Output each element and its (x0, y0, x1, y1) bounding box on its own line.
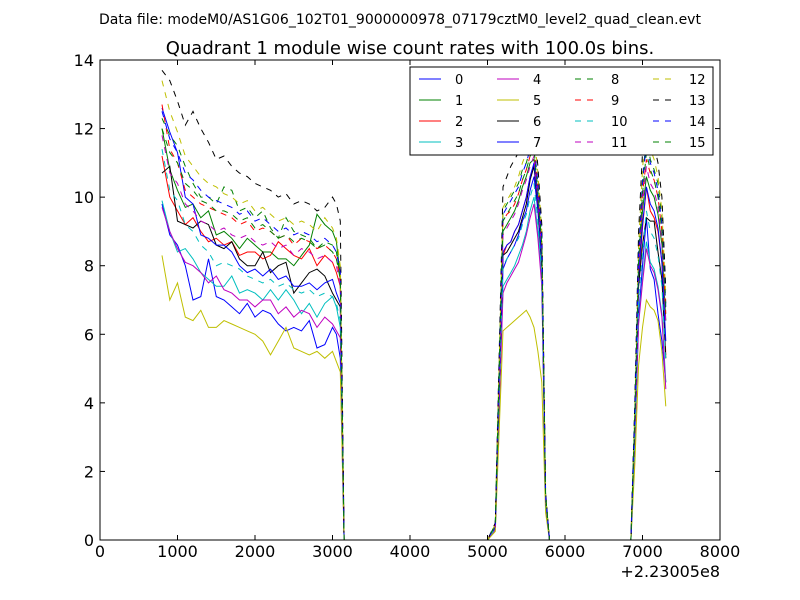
series-15-line (161, 128, 667, 541)
legend-label: 9 (611, 94, 619, 109)
legend-label: 8 (611, 73, 619, 88)
chart-title: Quadrant 1 module wise count rates with … (166, 38, 655, 59)
series-1-line (161, 128, 667, 541)
x-tick-label: 0 (95, 542, 105, 561)
legend-label: 1 (455, 94, 463, 109)
series-3-line (161, 196, 667, 541)
x-tick-label: 3000 (312, 542, 353, 561)
x-tick-label: 6000 (545, 542, 586, 561)
series-10-line (161, 149, 667, 541)
legend-label: 2 (455, 115, 463, 130)
legend-label: 13 (689, 94, 706, 109)
x-tick-label: 8000 (700, 542, 741, 561)
y-tick-label: 2 (84, 462, 94, 481)
legend-label: 12 (689, 73, 706, 88)
series-2-line (161, 155, 667, 541)
y-tick-label: 4 (84, 394, 94, 413)
legend-label: 14 (689, 115, 706, 130)
x-tick-label: 5000 (467, 542, 508, 561)
legend-label: 0 (455, 73, 463, 88)
x-offset-label: +2.23005e8 (620, 562, 720, 581)
y-tick-label: 8 (84, 257, 94, 276)
y-tick-label: 6 (84, 325, 94, 344)
data-file-suptitle: Data file: modeM0/AS1G06_102T01_90000009… (99, 12, 701, 28)
y-tick-label: 12 (74, 120, 94, 139)
legend-label: 15 (689, 136, 706, 151)
series-9-line (161, 104, 667, 541)
series-7-line (161, 107, 667, 541)
legend-box (409, 66, 714, 156)
series-0-line (161, 176, 667, 541)
series-8-line (161, 118, 667, 541)
y-tick-label: 0 (84, 531, 94, 550)
legend-label: 5 (533, 94, 541, 109)
legend-label: 4 (533, 73, 541, 88)
x-tick-label: 1000 (157, 542, 198, 561)
legend-label: 3 (455, 136, 463, 151)
legend-label: 11 (611, 136, 628, 151)
series-14-line (161, 111, 667, 541)
series-6-line (161, 165, 667, 541)
x-axis: 0 1000 2000 3000 4000 5000 6000 7000 8000 (95, 60, 740, 561)
x-tick-label: 7000 (622, 542, 663, 561)
y-tick-label: 14 (74, 51, 94, 70)
legend-label: 10 (611, 115, 628, 130)
x-tick-label: 4000 (390, 542, 431, 561)
series-11-line (161, 135, 667, 541)
x-tick-label: 2000 (235, 542, 276, 561)
legend-label: 7 (533, 136, 541, 151)
y-tick-label: 10 (74, 188, 94, 207)
legend-label: 6 (533, 115, 541, 130)
